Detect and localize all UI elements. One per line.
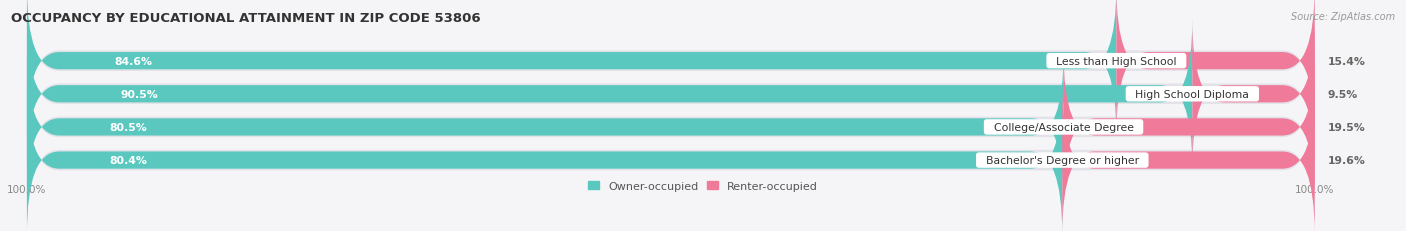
FancyBboxPatch shape bbox=[1063, 53, 1315, 201]
Legend: Owner-occupied, Renter-occupied: Owner-occupied, Renter-occupied bbox=[583, 176, 823, 195]
Text: 90.5%: 90.5% bbox=[120, 89, 157, 99]
Text: 19.6%: 19.6% bbox=[1327, 155, 1365, 165]
FancyBboxPatch shape bbox=[27, 0, 1315, 134]
Text: 9.5%: 9.5% bbox=[1327, 89, 1358, 99]
Text: High School Diploma: High School Diploma bbox=[1129, 89, 1257, 99]
Text: Source: ZipAtlas.com: Source: ZipAtlas.com bbox=[1291, 12, 1395, 21]
Text: College/Associate Degree: College/Associate Degree bbox=[987, 122, 1140, 132]
FancyBboxPatch shape bbox=[27, 53, 1063, 201]
Text: 15.4%: 15.4% bbox=[1327, 56, 1365, 66]
Text: Bachelor's Degree or higher: Bachelor's Degree or higher bbox=[979, 155, 1146, 165]
Text: 80.5%: 80.5% bbox=[110, 122, 148, 132]
FancyBboxPatch shape bbox=[27, 22, 1315, 167]
FancyBboxPatch shape bbox=[27, 21, 1192, 168]
FancyBboxPatch shape bbox=[1116, 0, 1315, 135]
Text: 84.6%: 84.6% bbox=[114, 56, 152, 66]
FancyBboxPatch shape bbox=[27, 86, 1063, 231]
Text: Less than High School: Less than High School bbox=[1049, 56, 1184, 66]
Text: 19.5%: 19.5% bbox=[1327, 122, 1365, 132]
Text: OCCUPANCY BY EDUCATIONAL ATTAINMENT IN ZIP CODE 53806: OCCUPANCY BY EDUCATIONAL ATTAINMENT IN Z… bbox=[11, 12, 481, 24]
FancyBboxPatch shape bbox=[27, 88, 1315, 231]
Text: 80.4%: 80.4% bbox=[110, 155, 148, 165]
FancyBboxPatch shape bbox=[27, 0, 1116, 135]
FancyBboxPatch shape bbox=[1063, 86, 1315, 231]
FancyBboxPatch shape bbox=[1192, 21, 1315, 168]
FancyBboxPatch shape bbox=[27, 55, 1315, 200]
